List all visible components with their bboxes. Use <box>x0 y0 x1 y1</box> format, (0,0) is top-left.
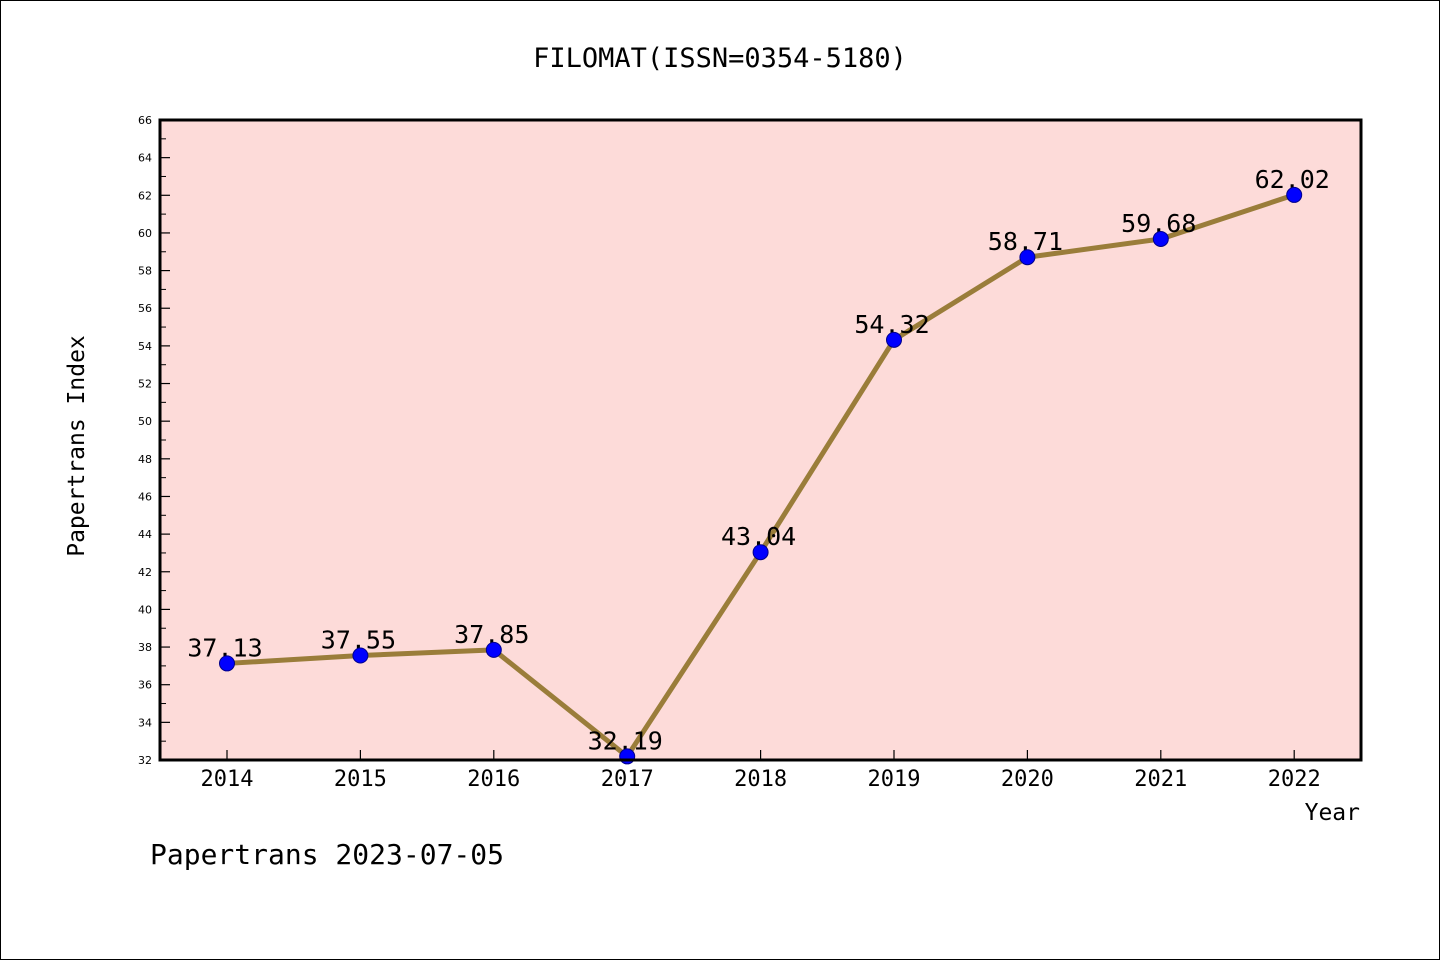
data-point <box>352 647 369 664</box>
y-tick-label: 66 <box>138 114 152 127</box>
y-tick-label: 34 <box>138 716 152 729</box>
x-tick-label: 2018 <box>734 767 787 792</box>
data-point <box>752 544 769 561</box>
x-tick-label: 2019 <box>868 767 921 792</box>
data-point <box>886 331 902 348</box>
y-tick-label: 54 <box>138 340 152 353</box>
y-tick-label: 52 <box>138 378 152 391</box>
x-tick-label: 2020 <box>1001 767 1054 792</box>
chart-title: FILOMAT(ISSN=0354-5180) <box>533 43 907 74</box>
y-tick-label: 60 <box>138 227 152 240</box>
footer-stamp: Papertrans 2023-07-05 <box>150 838 504 871</box>
y-tick-label: 64 <box>138 152 152 165</box>
x-tick-label: 2014 <box>201 767 254 792</box>
y-tick-label: 56 <box>138 302 152 315</box>
y-tick-label: 62 <box>138 189 152 202</box>
y-axis-ticks: 32 34 36 38 40 42 44 46 48 50 52 54 56 58 60 62 64 66 <box>138 114 170 767</box>
data-point <box>485 641 502 658</box>
data-series: 37.13 37.55 37.8532.1943.0454.3258.7159.68… <box>187 165 1330 765</box>
x-tick-label: 2015 <box>334 767 387 792</box>
y-tick-label: 36 <box>138 679 152 692</box>
data-point <box>219 655 235 672</box>
x-tick-label: 2017 <box>601 767 654 792</box>
data-point <box>1286 186 1303 203</box>
data-point <box>619 748 636 765</box>
y-tick-label: 48 <box>138 453 152 466</box>
y-tick-label: 46 <box>138 490 152 503</box>
x-axis-label: Year <box>1305 800 1360 826</box>
y-tick-label: 38 <box>138 641 152 654</box>
y-axis-label: Papertrans Index <box>64 335 90 557</box>
x-axis-ticks: 2014 2015 2016 2017 2018 2019 2020 2021 2022 <box>201 750 1321 792</box>
x-tick-label: 2022 <box>1268 767 1321 792</box>
y-tick-label: 44 <box>138 528 152 541</box>
y-tick-label: 58 <box>138 265 152 278</box>
plot-border <box>158 118 1363 762</box>
y-tick-label: 50 <box>138 415 152 428</box>
y-tick-label: 32 <box>138 754 152 767</box>
y-tick-label: 40 <box>138 603 152 616</box>
x-tick-label: 2016 <box>467 767 520 792</box>
x-tick-label: 2021 <box>1134 767 1187 792</box>
data-point <box>1152 230 1169 247</box>
data-point <box>1019 249 1036 266</box>
y-tick-label: 42 <box>138 566 152 579</box>
